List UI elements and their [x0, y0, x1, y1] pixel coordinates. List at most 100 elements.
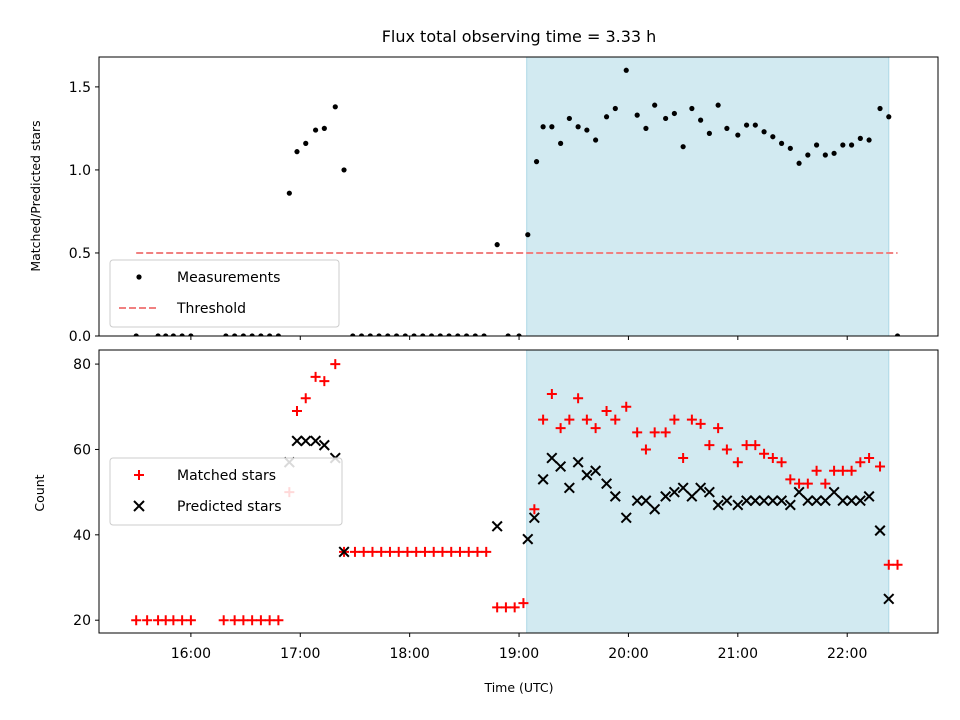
matched-star-point — [837, 465, 848, 476]
matched-star-point — [419, 546, 430, 557]
bottom-panel: 20 40 60 80 16:00 17:00 18:00 19:00 20:00 21:00 22… — [73, 349, 939, 662]
predicted-star-point — [767, 495, 779, 507]
measurement-point — [533, 159, 540, 165]
matched-star-point — [829, 465, 840, 476]
predicted-star-point — [590, 465, 602, 477]
measurement-point — [376, 333, 382, 336]
legend-matched-marker — [134, 470, 144, 480]
measurement-point — [612, 105, 618, 112]
legend: Measurements Threshold — [109, 259, 340, 328]
predicted-star-point — [695, 482, 707, 494]
measurement-point — [840, 142, 846, 148]
measurement-point — [698, 117, 704, 123]
predicted-star-point — [776, 495, 788, 507]
matched-star-point — [446, 546, 457, 557]
matched-star-point — [437, 546, 448, 557]
matched-star-point — [875, 461, 886, 472]
measurement-point — [155, 333, 161, 336]
measurement-point — [743, 122, 750, 128]
measurement-point — [188, 333, 194, 336]
predicted-star-point — [793, 486, 805, 498]
predicted-star-point — [640, 495, 652, 507]
measurement-point — [706, 130, 712, 136]
matched-star-point — [811, 465, 822, 476]
x-tick-label: 19:00 — [499, 646, 539, 662]
measurement-point — [275, 333, 281, 336]
matched-star-point — [704, 440, 715, 451]
matched-star-point — [518, 598, 529, 609]
predicted-star-point — [660, 490, 672, 502]
predicted-star-point — [741, 495, 753, 507]
chart-title: Flux total observing time = 3.33 h — [382, 27, 657, 46]
matched-star-point — [660, 427, 671, 438]
measurement-point — [778, 140, 785, 146]
axes-frame — [98, 349, 939, 634]
measurement-point — [805, 152, 811, 158]
matched-star-point — [820, 478, 831, 489]
predicted-star-point — [528, 512, 540, 524]
measurement-point — [223, 333, 229, 336]
legend-label: Predicted stars — [177, 499, 282, 515]
matched-star-point — [713, 423, 724, 434]
measurement-point — [411, 333, 417, 336]
measurement-point — [258, 333, 264, 336]
matched-star-point — [291, 406, 302, 417]
measurement-point — [761, 129, 767, 135]
legend-predicted-marker — [133, 500, 145, 512]
predicted-star-point — [732, 499, 744, 511]
matched-star-point — [481, 546, 492, 557]
matched-star-point — [358, 546, 369, 557]
measurement-point — [358, 333, 365, 336]
x-axis-label: Time (UTC) — [483, 680, 553, 695]
matched-star-point — [794, 478, 805, 489]
top-panel: 0.0 0.5 1.0 1.5 Measurements Threshold — [69, 56, 939, 345]
measurement-point — [332, 104, 338, 110]
predicted-star-point — [703, 486, 715, 498]
measurement-point — [286, 190, 292, 196]
predicted-star-point — [721, 495, 733, 507]
measurement-point — [894, 333, 901, 336]
measurement-point — [770, 134, 776, 140]
matched-star-point — [402, 546, 413, 557]
measurement-point — [558, 140, 564, 146]
matched-star-point — [640, 444, 651, 455]
x-tick-label: 20:00 — [608, 646, 648, 662]
measurement-point — [240, 333, 246, 336]
predicted-star-point — [291, 435, 303, 447]
matched-star-point — [454, 546, 465, 557]
measurement-point — [321, 125, 327, 132]
measurement-point — [472, 333, 478, 336]
y-tick-label: 1.5 — [69, 80, 91, 96]
observing-window-shade — [526, 56, 890, 337]
matched-star-point — [218, 615, 229, 626]
measurement-point — [133, 333, 139, 336]
matched-star-point — [255, 615, 266, 626]
matched-star-point — [529, 504, 540, 515]
matched-star-point — [669, 414, 680, 425]
x-tick-label: 16:00 — [171, 646, 211, 662]
matched-star-point — [273, 615, 284, 626]
predicted-star-point — [338, 546, 350, 558]
matched-star-point — [721, 444, 732, 455]
legend-label: Measurements — [177, 270, 280, 286]
measurement-point — [634, 112, 640, 118]
predicted-star-point — [758, 495, 770, 507]
measurement-point — [831, 150, 837, 156]
predicted-star-point — [537, 473, 549, 485]
matched-star-point — [601, 406, 612, 417]
matched-star-point — [590, 423, 601, 434]
matched-star-point — [538, 414, 549, 425]
matched-star-point — [349, 546, 360, 557]
matched-star-point — [319, 376, 330, 387]
predicted-star-point — [522, 533, 534, 545]
predicted-star-point — [802, 495, 814, 507]
matched-star-point — [131, 615, 142, 626]
measurement-point — [341, 167, 347, 173]
matched-star-point — [546, 388, 557, 399]
measurement-point — [505, 333, 511, 336]
measurement-point — [603, 114, 610, 120]
matched-star-point — [177, 615, 188, 626]
legend: Matched stars Predicted stars — [109, 457, 343, 526]
measurement-point — [232, 333, 238, 336]
